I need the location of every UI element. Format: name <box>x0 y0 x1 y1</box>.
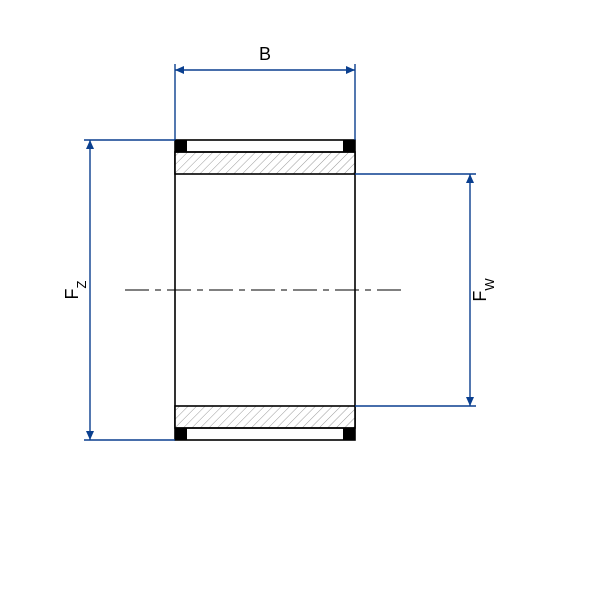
dim-arrow <box>466 174 474 183</box>
dim-arrow <box>86 140 94 149</box>
dim-arrow <box>346 66 355 74</box>
dim-arrow <box>86 431 94 440</box>
dim-arrow <box>175 66 184 74</box>
dim-b-label: B <box>259 44 271 64</box>
dim-fz-label: FZ <box>62 280 89 299</box>
bottom-right-block <box>343 428 355 440</box>
dim-arrow <box>466 397 474 406</box>
dim-fw-label: FW <box>470 278 497 302</box>
bottom-left-block <box>175 428 187 440</box>
bottom-roller <box>175 406 355 428</box>
top-right-block <box>343 140 355 152</box>
top-roller <box>175 152 355 174</box>
bearing-diagram: B FW FZ <box>0 0 600 600</box>
top-left-block <box>175 140 187 152</box>
